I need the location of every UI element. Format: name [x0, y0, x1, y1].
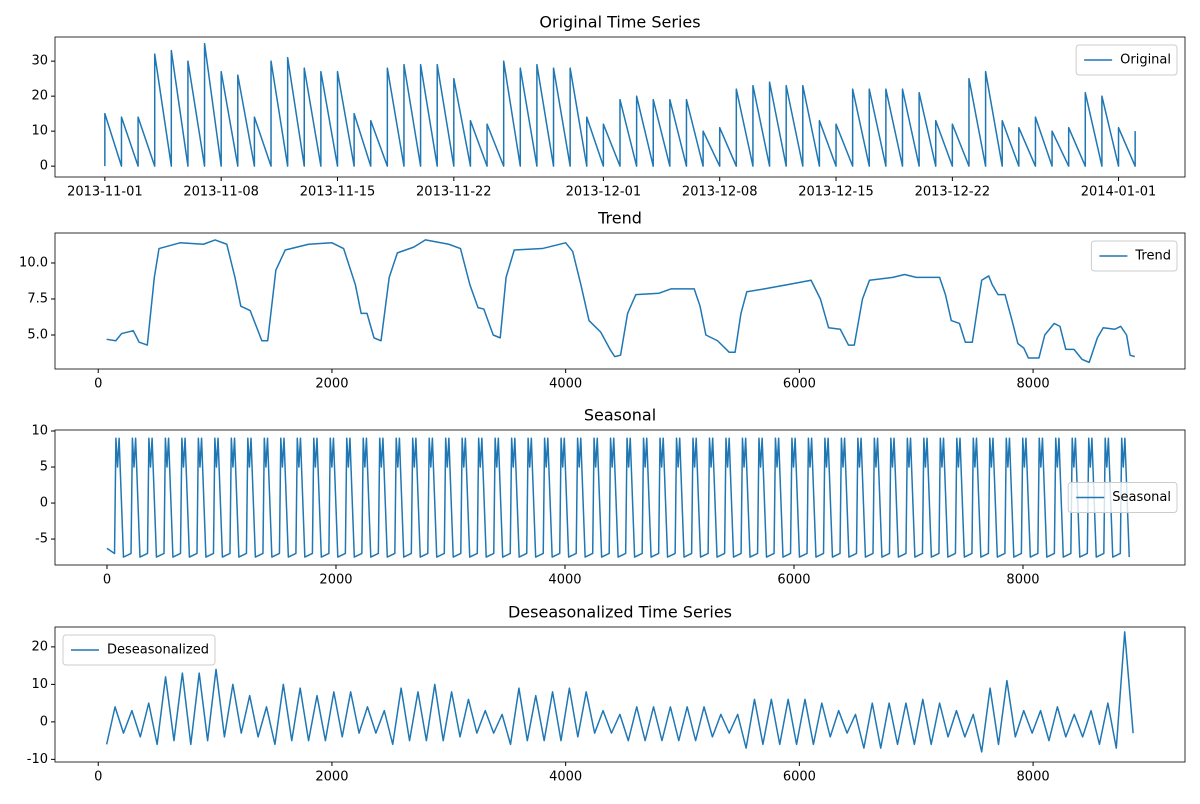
y-tick-label: 0	[40, 496, 48, 511]
legend-box	[62, 634, 216, 666]
chart-title: Original Time Series	[539, 13, 700, 32]
x-tick-label: 2013-12-22	[915, 185, 991, 200]
y-tick-label: 7.5	[27, 291, 48, 306]
legend: Trend	[1090, 240, 1178, 272]
x-tick-label: 0	[94, 377, 102, 392]
y-tick-label: 10.0	[19, 255, 48, 270]
axes-frame	[54, 232, 1186, 370]
x-tick-label: 2013-11-01	[67, 185, 143, 200]
chart-title: Deseasonalized Time Series	[508, 603, 732, 622]
axes-frame	[54, 36, 1186, 178]
x-tick-label: 2000	[315, 377, 348, 392]
plot-area	[104, 42, 1136, 167]
legend-label: Seasonal	[1112, 490, 1171, 505]
y-tick-label: 20	[31, 89, 48, 104]
x-tick-label: 4000	[549, 770, 582, 785]
x-tick-label: 4000	[548, 573, 581, 588]
x-tick-label: 2013-12-08	[682, 185, 758, 200]
chart-title: Seasonal	[584, 406, 656, 425]
plot-area	[105, 631, 1134, 753]
y-tick-label: 5.0	[27, 328, 48, 343]
legend: Deseasonalized	[62, 634, 216, 666]
x-tick-label: 6000	[783, 377, 816, 392]
y-tick-label: 5	[40, 460, 48, 475]
x-tick-label: 6000	[783, 770, 816, 785]
x-tick-label: 2000	[319, 573, 352, 588]
axes-frame	[54, 626, 1186, 763]
x-tick-label: 2013-12-01	[566, 185, 642, 200]
y-tick-label: -10	[27, 752, 48, 767]
x-tick-label: 0	[94, 770, 102, 785]
data-line	[106, 437, 1130, 558]
y-tick-label: 30	[31, 54, 48, 69]
legend-box	[1090, 240, 1178, 272]
x-tick-label: 4000	[549, 377, 582, 392]
x-tick-label: 2013-11-22	[416, 185, 492, 200]
data-line	[106, 239, 1135, 364]
data-line	[104, 42, 1136, 167]
plot-area	[106, 239, 1135, 364]
y-tick-label: -5	[35, 532, 48, 547]
y-tick-label: 0	[40, 714, 48, 729]
y-tick-label: 10	[31, 424, 48, 439]
legend-box	[1075, 44, 1178, 76]
data-line	[105, 631, 1134, 753]
x-tick-label: 0	[103, 573, 111, 588]
x-tick-label: 8000	[1017, 770, 1050, 785]
y-tick-label: 20	[31, 639, 48, 654]
y-tick-label: 10	[31, 677, 48, 692]
axes-frame	[54, 429, 1186, 566]
x-tick-label: 6000	[777, 573, 810, 588]
x-tick-label: 2013-12-15	[798, 185, 874, 200]
x-tick-label: 8000	[1006, 573, 1039, 588]
chart-title: Trend	[597, 209, 642, 228]
plot-area	[106, 437, 1130, 558]
y-tick-label: 0	[40, 159, 48, 174]
legend: Original	[1075, 44, 1178, 76]
y-tick-label: 10	[31, 124, 48, 139]
x-tick-label: 2013-11-08	[183, 185, 259, 200]
x-tick-label: 2014-01-01	[1081, 185, 1157, 200]
legend: Seasonal	[1067, 482, 1178, 513]
x-tick-label: 2013-11-15	[300, 185, 376, 200]
legend-label: Original	[1120, 53, 1171, 68]
x-tick-label: 8000	[1017, 377, 1050, 392]
legend-label: Deseasonalized	[107, 643, 209, 658]
legend-label: Trend	[1134, 249, 1171, 264]
legend-box	[1067, 482, 1178, 513]
x-tick-label: 2000	[315, 770, 348, 785]
